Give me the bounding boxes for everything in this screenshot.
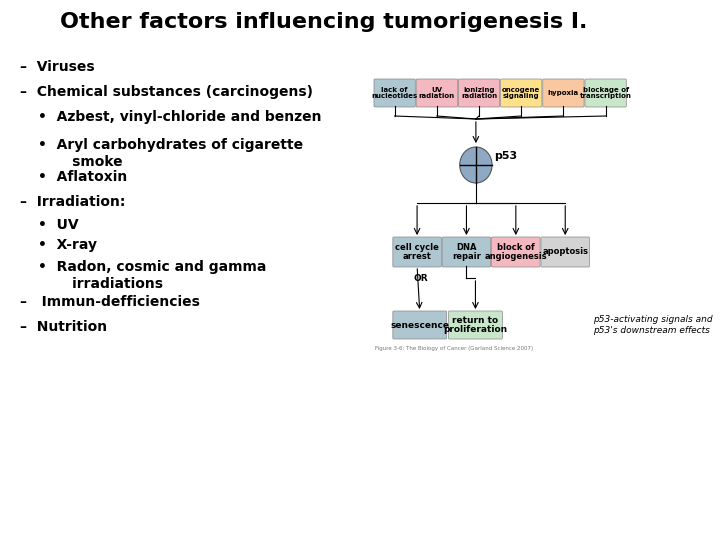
FancyBboxPatch shape [393,237,441,267]
Text: Other factors influencing tumorigenesis I.: Other factors influencing tumorigenesis … [60,12,587,32]
FancyBboxPatch shape [543,79,584,107]
Text: senescence: senescence [390,321,449,329]
Text: •  UV: • UV [37,218,78,232]
Text: return to
proliferation: return to proliferation [444,316,508,334]
Text: Figure 3-6: The Biology of Cancer (Garland Science 2007): Figure 3-6: The Biology of Cancer (Garla… [375,346,533,351]
Text: DNA
repair: DNA repair [452,242,481,261]
FancyBboxPatch shape [585,79,626,107]
Text: block of
angiogenesis: block of angiogenesis [485,242,547,261]
FancyBboxPatch shape [541,237,590,267]
Text: –  Chemical substances (carcinogens): – Chemical substances (carcinogens) [19,85,312,99]
FancyBboxPatch shape [416,79,457,107]
FancyBboxPatch shape [449,311,503,339]
Text: oncogene
signaling: oncogene signaling [502,87,540,99]
Text: –  Nutrition: – Nutrition [19,320,107,334]
Text: lack of
nucleotides: lack of nucleotides [372,87,418,99]
FancyBboxPatch shape [393,311,446,339]
FancyBboxPatch shape [374,79,415,107]
Text: p53: p53 [494,151,517,161]
Text: OR: OR [413,274,428,283]
Text: •  Azbest, vinyl-chloride and benzen: • Azbest, vinyl-chloride and benzen [37,110,321,124]
Text: •  X-ray: • X-ray [37,238,96,252]
Text: –  Irradiation:: – Irradiation: [19,195,125,209]
Text: blockage of
transcription: blockage of transcription [580,87,631,99]
Text: apoptosis: apoptosis [542,247,588,256]
FancyBboxPatch shape [500,79,542,107]
Circle shape [460,147,492,183]
Text: p53-activating signals and
p53's downstream effects: p53-activating signals and p53's downstr… [593,315,713,335]
FancyBboxPatch shape [492,237,540,267]
Text: •  Aflatoxin: • Aflatoxin [37,170,127,184]
Text: •  Aryl carbohydrates of cigarette
       smoke: • Aryl carbohydrates of cigarette smoke [37,138,303,170]
FancyBboxPatch shape [442,237,491,267]
Text: UV
radiation: UV radiation [419,87,455,99]
Text: •  Radon, cosmic and gamma
       irradiations: • Radon, cosmic and gamma irradiations [37,260,266,291]
Text: hypoxia: hypoxia [548,90,579,96]
Text: –   Immun-defficiencies: – Immun-defficiencies [19,295,199,309]
Text: cell cycle
arrest: cell cycle arrest [395,242,439,261]
Text: ionizing
radiation: ionizing radiation [461,87,497,99]
FancyBboxPatch shape [459,79,500,107]
Text: –  Viruses: – Viruses [19,60,94,74]
